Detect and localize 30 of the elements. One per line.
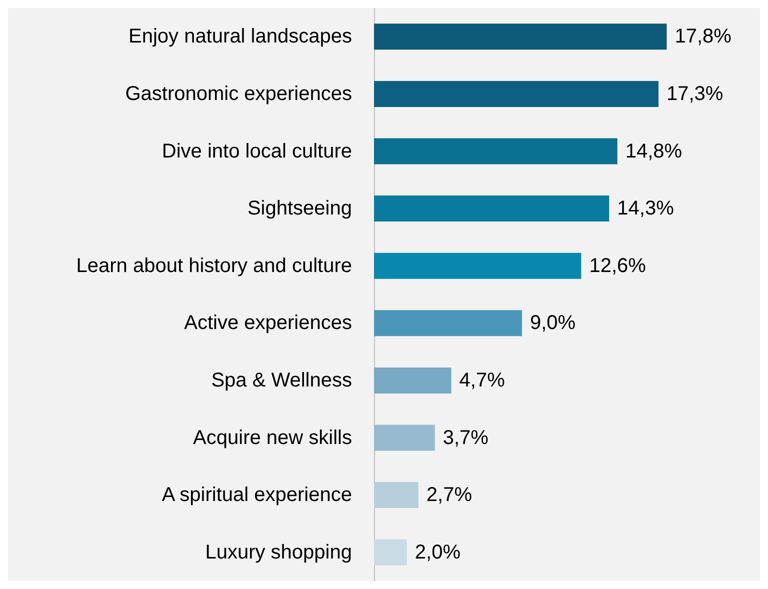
bar <box>374 310 522 336</box>
y-tick-label: Dive into local culture <box>162 140 352 162</box>
y-tick-label: Gastronomic experiences <box>125 82 352 105</box>
y-tick-label: Active experiences <box>184 312 352 334</box>
y-tick-label: Sightseeing <box>247 198 352 220</box>
bar <box>374 424 435 451</box>
data-label: 2,0% <box>414 541 461 564</box>
data-label: 17,8% <box>674 26 732 48</box>
bar <box>374 539 407 566</box>
bar <box>374 24 667 50</box>
y-tick-label: Spa & Wellness <box>211 369 352 392</box>
y-tick-label: A spiritual experience <box>162 484 352 506</box>
data-label: 9,0% <box>530 312 576 334</box>
y-tick-label: Learn about history and culture <box>76 254 352 277</box>
data-label: 4,7% <box>459 369 506 392</box>
bar <box>374 138 618 164</box>
bar <box>374 482 418 508</box>
bar <box>374 196 610 222</box>
y-tick-label: Enjoy natural landscapes <box>128 26 352 48</box>
data-label: 17,3% <box>666 82 724 105</box>
data-label: 3,7% <box>442 426 489 449</box>
y-tick-label: Luxury shopping <box>205 541 352 564</box>
bar <box>374 252 582 279</box>
data-label: 12,6% <box>589 254 646 277</box>
y-tick-label: Acquire new skills <box>193 426 352 449</box>
bar <box>374 80 658 107</box>
data-label: 14,3% <box>617 198 674 220</box>
bar <box>374 367 452 394</box>
data-label: 2,7% <box>426 484 472 506</box>
data-label: 14,8% <box>625 140 682 162</box>
